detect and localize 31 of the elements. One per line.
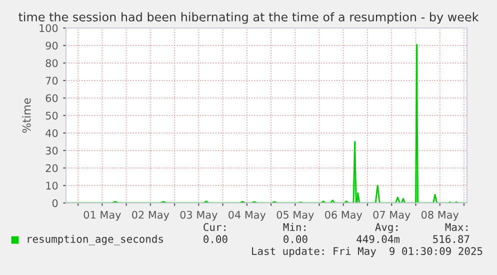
text: 449.04m [356,235,400,244]
y-tick-label: 80 [46,59,58,68]
y-tick-label: 60 [46,94,58,102]
x-tick-label: 01 May [84,210,121,221]
y-tick-label: 10 [46,182,58,190]
x-tick-label: 04 May [228,210,266,221]
x-tick-label: 06 May [325,210,362,221]
chart-title: time the session had been hibernating at the time of a resumption - by week [18,12,479,24]
x-tick-label: 02 May [132,210,170,221]
x-tick-label: 05 May [276,210,314,221]
y-tick-label: 30 [46,146,58,155]
y-axis-title: %time [22,98,31,133]
text: Max: [445,223,468,232]
text: 0.00 [284,235,308,244]
x-tick-label: 08 May [422,210,459,221]
text: 516.87 [433,235,470,244]
y-tick-label: 20 [46,164,58,172]
y-tick-label: 50 [46,112,58,120]
text: 0.00 [204,235,228,244]
y-tick-label: 40 [46,129,58,138]
y-tick-label: 100 [40,24,58,32]
x-tick-label: 03 May [180,210,218,221]
y-tick-label: 90 [46,42,58,50]
y-tick-label: 70 [46,76,58,85]
text: Cur: [204,223,226,232]
y-tick-label: 0 [52,199,58,208]
text: Min: [283,222,306,231]
text: Avg: [375,223,398,234]
x-tick-label: 07 May [373,210,410,221]
text: Last update: Fri May 9 01:30:09 2025 [252,246,482,258]
legend-label: resumption_age_seconds [28,234,163,246]
